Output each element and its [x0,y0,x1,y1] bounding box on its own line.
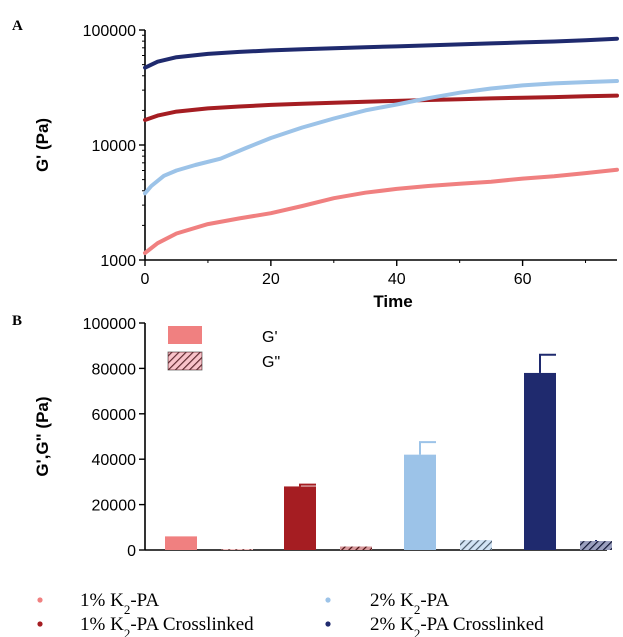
y-tick-label: 0 [127,543,136,560]
legend-swatch-hatched [167,351,203,371]
legend-swatch-solid [168,326,202,344]
y-tick-label: 20000 [92,498,137,515]
legend-dot-s2 [325,597,331,603]
legend-entry-s1c: 1% K2-PA Crosslinked [80,614,254,637]
sample-legend: 1% K2-PA 2% K2-PA 1% K2-PA Crosslinked 2% K… [37,590,544,637]
bar-g-prime-s2 [404,454,436,550]
x-axis-title: Time [373,292,412,311]
legend-entry-s2c: 2% K2-PA Crosslinked [370,614,544,637]
bar-g-double-s2 [460,540,492,550]
bar-legend: G' G" [167,326,280,371]
y-tick-label: 80000 [92,361,137,378]
y-tick-label: 40000 [92,452,137,469]
bar-g-prime-s1c [284,486,316,550]
y-tick-label: 1000 [100,253,136,270]
bar-g-double-s1 [221,549,253,550]
legend-entry-s1: 1% K2-PA [80,590,159,617]
y-tick-label: 100000 [83,23,136,40]
y-tick-label: 60000 [92,407,137,424]
legend-dot-s2c [325,621,331,627]
x-tick-label: 20 [262,271,280,288]
y-tick-label: 100000 [83,316,136,333]
x-tick-label: 40 [388,271,406,288]
series-line-s2 [143,79,619,196]
panel-a-label: A [12,18,23,34]
y-axis-title: G' (Pa) [33,118,52,172]
legend-dot-s1 [37,597,43,603]
legend-entry-s2: 2% K2-PA [370,590,449,617]
legend-dot-s1c [37,621,43,627]
bar-g-double-s2c [580,541,612,550]
bar-g-prime-s1 [165,536,197,550]
series-line-s1 [143,167,619,255]
legend-label-g-double: G" [262,354,280,371]
panel-b-label: B [12,313,22,329]
bar-g-prime-s2c [524,372,556,550]
y-tick-label: 10000 [92,138,137,155]
x-tick-label: 0 [141,271,150,288]
chart-a: 1000 10000 100000 0 20 40 60 Time G' (Pa) [33,23,619,311]
bar-g-double-s1c [340,546,372,550]
series-line-s2c [143,36,619,70]
series-line-s1c [143,93,619,122]
y-axis-title: G',G" (Pa) [33,396,52,476]
x-tick-label: 60 [514,271,532,288]
legend-label-g-prime: G' [262,329,278,346]
